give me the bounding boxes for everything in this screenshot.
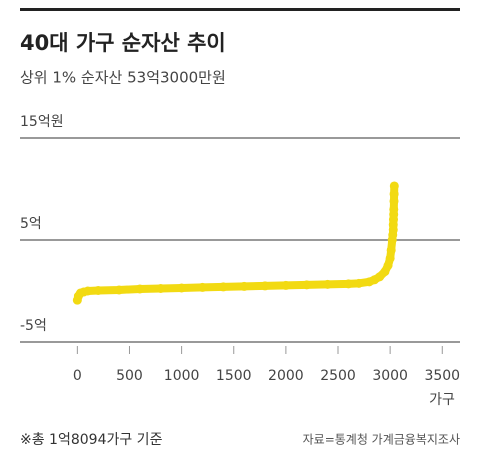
note: ※총 1억8094가구 기준 bbox=[20, 432, 163, 448]
point bbox=[93, 285, 103, 295]
point bbox=[389, 189, 399, 199]
point bbox=[197, 282, 207, 292]
point bbox=[323, 279, 333, 289]
x-tick-label: 1000 bbox=[164, 368, 200, 384]
top-rule bbox=[20, 8, 460, 11]
point bbox=[343, 279, 353, 289]
point bbox=[389, 196, 399, 206]
point bbox=[389, 204, 399, 214]
x-tick-label: 3500 bbox=[424, 368, 460, 384]
chart-title: 40대 가구 순자산 추이 bbox=[20, 31, 226, 55]
x-tick-label: 1500 bbox=[216, 368, 252, 384]
point bbox=[302, 280, 312, 290]
x-tick-label: 2000 bbox=[268, 368, 304, 384]
point bbox=[218, 282, 228, 292]
point bbox=[156, 283, 166, 293]
point bbox=[114, 285, 124, 295]
y-tick-label: -5억 bbox=[20, 318, 47, 334]
chart-subtitle: 상위 1% 순자산 53억3000만원 bbox=[20, 69, 226, 87]
point bbox=[383, 261, 393, 270]
point bbox=[354, 278, 364, 288]
y-tick-label: 5억 bbox=[20, 216, 42, 232]
x-tick-label: 0 bbox=[73, 368, 82, 384]
source: 자료=통계청 가계금융복지조사 bbox=[303, 433, 460, 447]
point bbox=[135, 284, 145, 294]
point bbox=[386, 245, 396, 255]
x-tick-label: 500 bbox=[116, 368, 143, 384]
point bbox=[177, 283, 187, 293]
point bbox=[83, 286, 93, 296]
point bbox=[385, 253, 395, 263]
y-tick-label: 15억원 bbox=[20, 114, 64, 130]
point bbox=[239, 281, 249, 291]
x-tick-label: 3000 bbox=[372, 368, 408, 384]
point bbox=[260, 281, 270, 291]
point bbox=[281, 280, 291, 290]
x-tick-label: 2500 bbox=[320, 368, 356, 384]
x-axis-label: 가구 bbox=[429, 392, 455, 408]
point bbox=[389, 181, 399, 191]
